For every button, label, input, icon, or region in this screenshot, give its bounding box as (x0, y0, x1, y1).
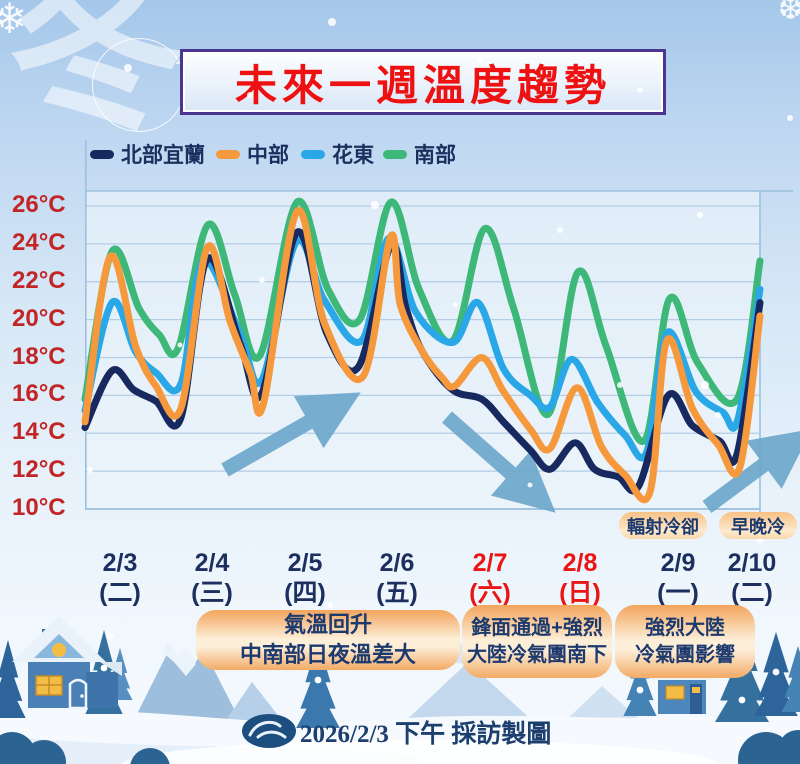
y-axis-tick-label: 24°C (12, 228, 66, 256)
y-axis-tick-label: 14°C (12, 418, 66, 446)
y-axis-tick-label: 20°C (12, 304, 66, 332)
x-axis-date: 2/6 (379, 549, 415, 577)
bush (130, 748, 170, 764)
legend-color-marker (301, 149, 325, 159)
y-axis-tick-label: 12°C (12, 456, 66, 484)
x-axis-date: 2/8 (562, 549, 598, 577)
legend-item: 北部宜蘭 (90, 141, 205, 167)
legend-color-marker (90, 149, 114, 159)
legend-label: 中部 (247, 144, 289, 167)
legend-label: 南部 (414, 144, 456, 167)
x-axis-date: 2/3 (102, 549, 138, 577)
note-pill: 輻射冷卻 (619, 512, 707, 539)
x-axis-weekday: (日) (559, 578, 601, 607)
snow-dot (328, 18, 336, 26)
snowflake-icon: ❄ (0, 0, 28, 42)
legend-item: 花東 (301, 141, 374, 167)
legend-item: 中部 (216, 141, 289, 167)
x-axis-date: 2/7 (472, 549, 508, 577)
annotation-line: 冷氣團影響 (635, 643, 735, 666)
x-axis-weekday: (六) (469, 578, 511, 607)
tree-snow-dot (636, 686, 644, 694)
x-axis-tick-label: 2/5 (四) (257, 549, 353, 608)
legend-color-marker (383, 149, 407, 159)
door-knob (80, 694, 84, 698)
series-line-中部 (81, 206, 764, 504)
legend-label: 花東 (332, 144, 374, 167)
x-axis-tick-label: 2/8 (日) (532, 549, 628, 608)
x-axis-tick-label: 2/4 (三) (164, 549, 260, 608)
x-axis-weekday: (五) (376, 578, 418, 607)
annotation-line: 鋒面通過+強烈 (471, 616, 603, 639)
x-axis-weekday: (四) (284, 578, 326, 607)
annotation-line: 強烈大陸 (645, 616, 725, 639)
house-wall (86, 672, 118, 708)
footer-caption: 2026/2/3 下午 採訪製圖 (300, 721, 552, 748)
annotation-line: 大陸冷氣團南下 (467, 643, 607, 666)
trend-arrow-down-right (442, 411, 556, 513)
legend-item: 南部 (383, 141, 456, 167)
x-axis-weekday: (二) (99, 578, 141, 607)
y-axis-tick-label: 10°C (12, 494, 66, 522)
door-window (692, 687, 700, 693)
cwa-logo-swirl (248, 720, 287, 739)
x-axis-weekday: (三) (191, 578, 233, 607)
title-box: 未來一週溫度趨勢 (180, 49, 666, 115)
swoosh-circle-decoration (92, 38, 186, 132)
snowflake-icon: ❆ (778, 0, 800, 26)
annotation-box: 鋒面通過+強烈 大陸冷氣團南下 (462, 605, 612, 678)
x-axis-weekday: (一) (657, 578, 699, 607)
annotation-line: 中南部日夜溫差大 (239, 642, 416, 667)
trend-arrow-up-right (221, 392, 361, 477)
house-door (68, 678, 88, 710)
annotation-line: 氣溫回升 (283, 612, 372, 638)
tree-snow-dot (314, 676, 322, 684)
tree-snow-dot (100, 664, 108, 672)
snow-dot (787, 115, 793, 121)
x-axis-date: 2/10 (727, 549, 777, 577)
x-axis-date: 2/5 (287, 549, 323, 577)
page-title: 未來一週溫度趨勢 (234, 61, 611, 109)
legend-label: 北部宜蘭 (121, 144, 205, 167)
legend-color-marker (216, 149, 240, 159)
pine-tree (0, 640, 26, 718)
y-axis-tick-label: 18°C (12, 342, 66, 370)
mountain-snowcap (162, 640, 196, 676)
bush (778, 730, 800, 764)
round-window (52, 643, 66, 657)
tree-snow-dot (772, 668, 780, 676)
x-axis-tick-label: 2/6 (五) (349, 549, 445, 608)
y-axis-tick-label: 16°C (12, 380, 66, 408)
pine-tree (296, 640, 340, 728)
pine-tree (781, 646, 800, 712)
pine-tree (623, 644, 657, 716)
annotation-box: 強烈大陸 冷氣團影響 (615, 605, 755, 678)
tree-snow-dot (738, 696, 746, 704)
temperature-line-chart (81, 140, 800, 520)
trend-arrow-up-right (702, 429, 800, 514)
y-axis-tick-label: 22°C (12, 266, 66, 294)
bush (22, 740, 66, 764)
house-window (665, 685, 685, 700)
x-axis-tick-label: 2/9 (一) (630, 549, 726, 608)
y-axis-tick-label: 26°C (12, 191, 66, 218)
x-axis-tick-label: 2/7 (六) (442, 549, 538, 608)
winter-scenery (0, 616, 800, 764)
x-axis-weekday: (二) (731, 578, 773, 607)
x-axis-tick-label: 2/10 (二) (704, 549, 800, 608)
annotation-box: 氣溫回升中南部日夜溫差大 (196, 610, 460, 670)
x-axis-tick-label: 2/3 (二) (72, 549, 168, 608)
x-axis-date: 2/9 (660, 549, 696, 577)
note-pill: 早晚冷 (719, 512, 797, 539)
x-axis-date: 2/4 (194, 549, 230, 577)
